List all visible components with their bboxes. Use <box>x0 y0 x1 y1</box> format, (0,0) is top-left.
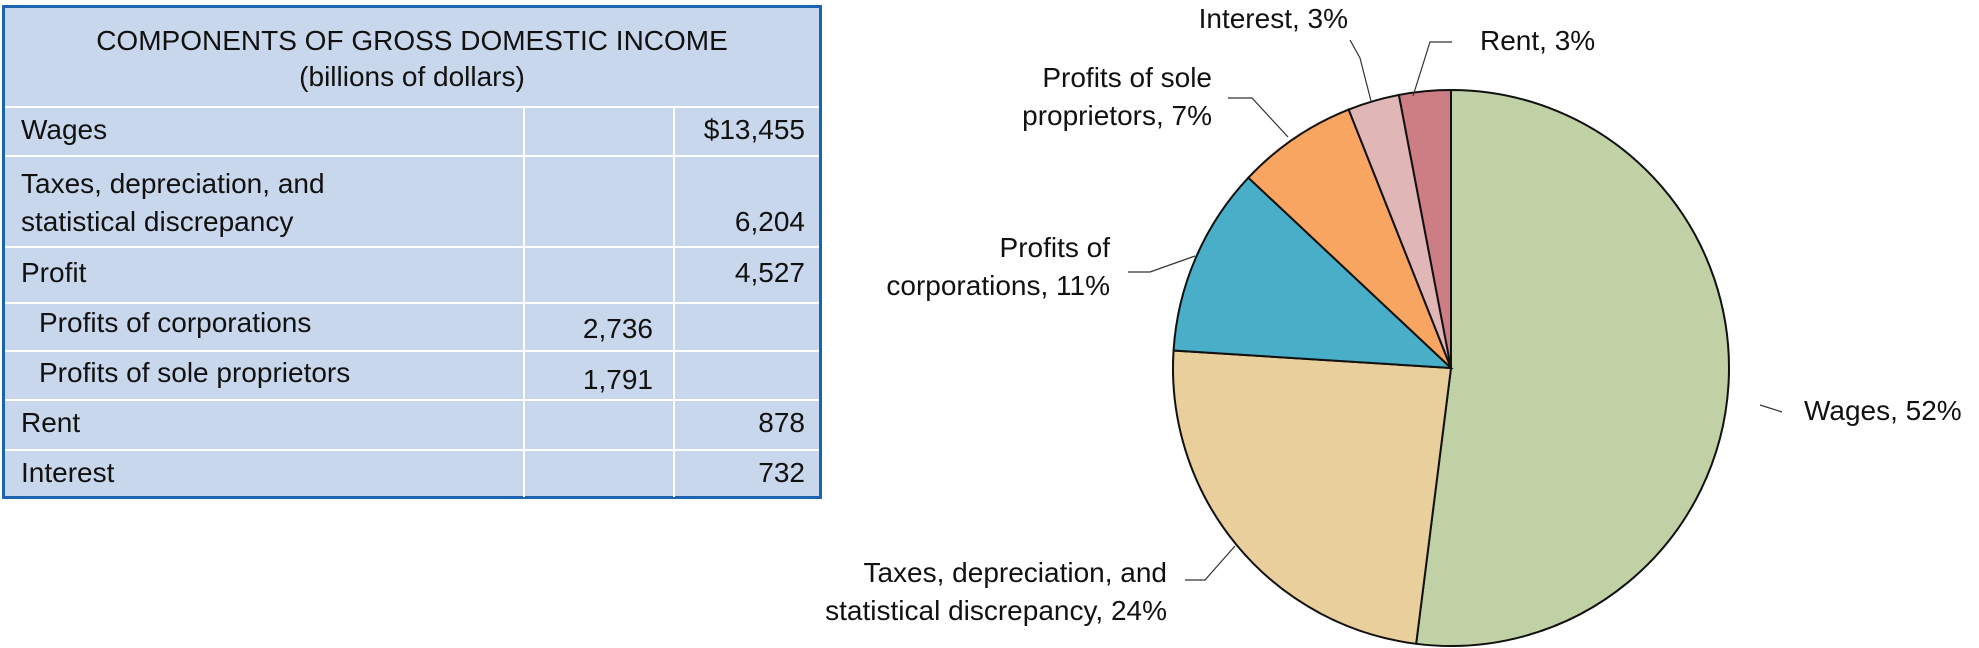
pie-label-rent: Rent, 3% <box>1480 25 1595 56</box>
pie-label-wages: Wages, 52% <box>1804 395 1962 426</box>
pie-label-profits-of-sole-proprietors: Profits of sole proprietors, 7% <box>1022 62 1212 131</box>
pie-slice-rent <box>1397 88 1452 369</box>
table-row-total-wages: $13,455 <box>703 114 805 145</box>
row-divider <box>5 302 819 304</box>
table-row-sub-profits-sole-proprietors: 1,791 <box>582 364 653 395</box>
table-row-label-taxes-line1: Taxes, depreciation, and <box>21 168 325 199</box>
leader-line-profits-of-sole-proprietors <box>1228 97 1289 138</box>
leader-line-interest <box>1349 39 1372 102</box>
leader-line-profits-of-corporations <box>1128 255 1196 273</box>
table-row-label-profits-corporations: Profits of corporations <box>39 307 312 338</box>
table-row-label-taxes-line2: statistical discrepancy <box>21 206 294 237</box>
table-row-sub-profits-corporations: 2,736 <box>582 313 653 344</box>
table-title-block: COMPONENTS OF GROSS DOMESTIC INCOME (bil… <box>5 8 819 108</box>
leader-line-wages <box>1759 404 1783 413</box>
pie-slice-taxes-depreciation-and-statistical-discrepancy <box>1172 349 1453 645</box>
row-divider <box>5 246 819 248</box>
table-row-total-taxes: 6,204 <box>734 206 805 237</box>
leader-line-rent <box>1412 41 1452 97</box>
table-row-total-rent: 878 <box>758 407 805 438</box>
gdi-table: COMPONENTS OF GROSS DOMESTIC INCOME (bil… <box>2 5 822 499</box>
pie-label-interest: Interest, 3% <box>1199 3 1348 34</box>
row-divider <box>5 106 819 108</box>
row-divider <box>5 449 819 451</box>
table-subtitle: (billions of dollars) <box>299 61 525 92</box>
table-title: COMPONENTS OF GROSS DOMESTIC INCOME <box>96 25 728 56</box>
table-row-label-profit: Profit <box>21 257 87 288</box>
column-divider <box>523 106 525 497</box>
pie-slice-profits-of-sole-proprietors <box>1246 108 1452 369</box>
table-row-label-interest: Interest <box>21 457 115 488</box>
row-divider <box>5 155 819 157</box>
table-row-total-profit: 4,527 <box>734 257 805 288</box>
column-divider <box>673 106 675 497</box>
table-row-label-rent: Rent <box>21 407 81 438</box>
pie-slice-profits-of-corporations <box>1172 176 1454 370</box>
row-divider <box>5 399 819 401</box>
table-row-total-interest: 732 <box>758 457 805 488</box>
pie-label-taxes-depreciation-and-statistical-discrepancy: Taxes, depreciation, and statistical disc… <box>825 557 1167 626</box>
pie-label-profits-of-corporations: Profits of corporations, 11% <box>886 232 1110 301</box>
leader-line-taxes-depreciation-and-statistical-discrepancy <box>1185 545 1236 581</box>
pie-slice-wages <box>1415 88 1730 647</box>
row-divider <box>5 350 819 352</box>
table-row-label-wages: Wages <box>21 114 108 145</box>
table-row-label-profits-sole-proprietors: Profits of sole proprietors <box>39 357 351 388</box>
